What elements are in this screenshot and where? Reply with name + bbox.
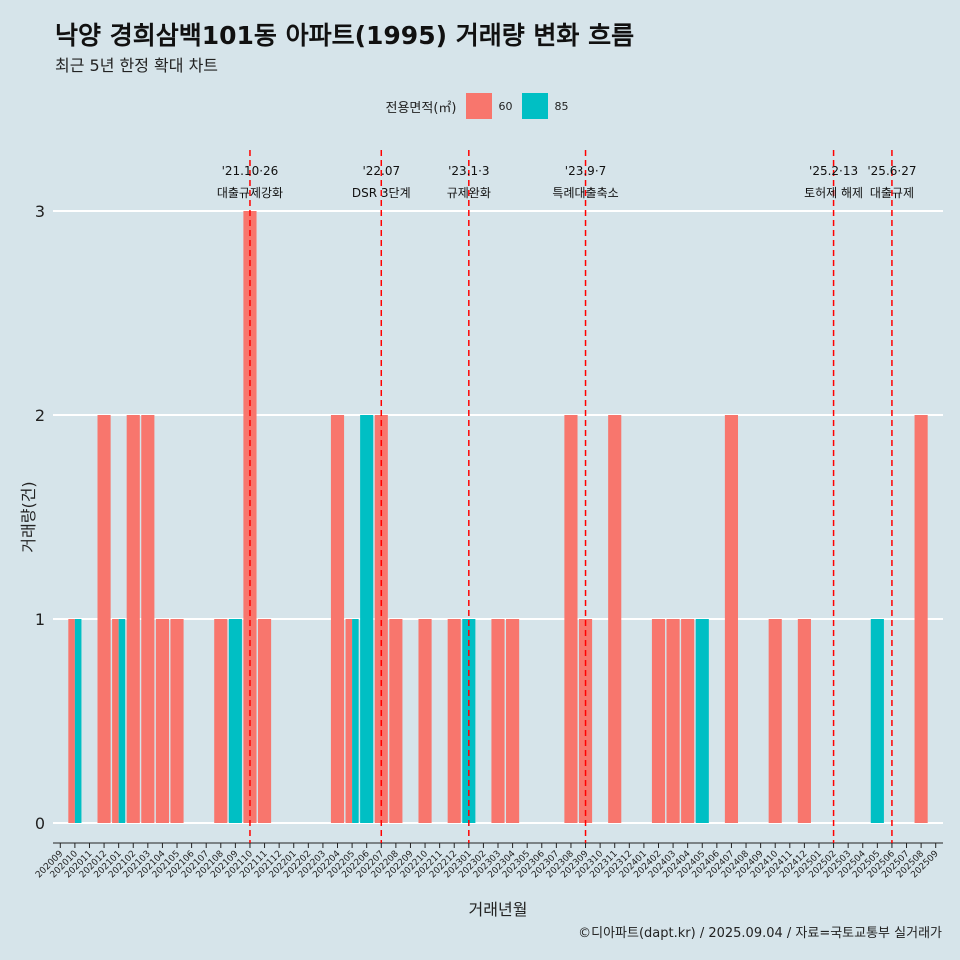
bar-60-202404 xyxy=(681,619,695,823)
bar-85-202109 xyxy=(228,619,242,823)
bar-60-202105 xyxy=(170,619,184,823)
bar-60-202205 xyxy=(345,619,353,823)
x-axis-title: 거래년월 xyxy=(469,900,528,919)
bar-60-202010 xyxy=(68,619,75,823)
bar-60-202410 xyxy=(768,619,782,823)
annotation-label-202506: 대출규제 xyxy=(870,186,914,200)
y-axis-title: 거래량(건) xyxy=(19,481,38,552)
chart-title: 낙양 경희삼백101동 아파트(1995) 거래량 변화 흐름 xyxy=(55,21,635,50)
bar-60-202012 xyxy=(97,415,111,823)
legend-label-60: 60 xyxy=(498,99,513,113)
legend-title: 전용면적(㎡) xyxy=(385,100,457,116)
ytick-label: 3 xyxy=(35,202,45,221)
ytick-label: 2 xyxy=(35,406,45,425)
bar-60-202204 xyxy=(330,415,345,823)
bar-60-202210 xyxy=(418,619,432,823)
annotation-label-202110: 대출규제강화 xyxy=(217,186,283,200)
legend-label-85: 85 xyxy=(554,99,569,113)
bar-60-202508 xyxy=(914,415,928,823)
bar-60-202212 xyxy=(447,619,461,823)
bar-85-202206 xyxy=(360,415,374,823)
annotation-date-202207: '22.07 xyxy=(362,164,400,178)
bar-60-202101 xyxy=(112,619,119,823)
bar-60-202207 xyxy=(374,415,388,823)
annotation-date-202301: '23.1·3 xyxy=(448,164,489,178)
bar-60-202208 xyxy=(389,619,403,823)
bar-60-202303 xyxy=(491,619,505,823)
annotation-label-202309: 특례대출축소 xyxy=(552,186,618,200)
annotation-date-202506: '25.6·27 xyxy=(867,164,916,178)
bar-60-202108 xyxy=(214,619,228,823)
annotation-label-202502: 토허제 해제 xyxy=(804,186,863,200)
ytick-label: 1 xyxy=(35,610,45,629)
bar-60-202111 xyxy=(257,619,272,823)
annotation-date-202110: '21.10·26 xyxy=(222,164,279,178)
bar-85-202101 xyxy=(118,619,126,823)
chart-subtitle: 최근 5년 한정 확대 차트 xyxy=(55,56,219,75)
caption: ©디아파트(dapt.kr) / 2025.09.04 / 자료=국토교통부 실… xyxy=(578,926,942,941)
bar-60-202103 xyxy=(141,415,155,823)
legend-key-60 xyxy=(466,93,493,119)
bar-60-202311 xyxy=(608,415,622,823)
bar-60-202402 xyxy=(651,619,666,823)
legend-key-85 xyxy=(522,93,549,119)
annotation-date-202502: '25.2·13 xyxy=(809,164,858,178)
bar-60-202407 xyxy=(724,415,739,823)
bar-60-202403 xyxy=(666,619,680,823)
bar-85-202010 xyxy=(74,619,82,823)
bar-85-202405 xyxy=(695,619,709,823)
bar-60-202308 xyxy=(564,415,578,823)
ytick-label: 0 xyxy=(35,814,45,833)
bar-85-202205 xyxy=(352,619,359,823)
bar-60-202104 xyxy=(155,619,169,823)
bar-60-202110 xyxy=(243,211,257,823)
annotation-label-202301: 규제완화 xyxy=(447,186,491,200)
annotation-label-202207: DSR 3단계 xyxy=(352,186,411,200)
bar-85-202505 xyxy=(870,619,884,823)
bar-60-202304 xyxy=(506,619,520,823)
bar-60-202412 xyxy=(797,619,811,823)
annotation-date-202309: '23.9·7 xyxy=(565,164,606,178)
bar-60-202102 xyxy=(126,415,140,823)
legend: 전용면적(㎡) 60 85 xyxy=(0,93,960,119)
